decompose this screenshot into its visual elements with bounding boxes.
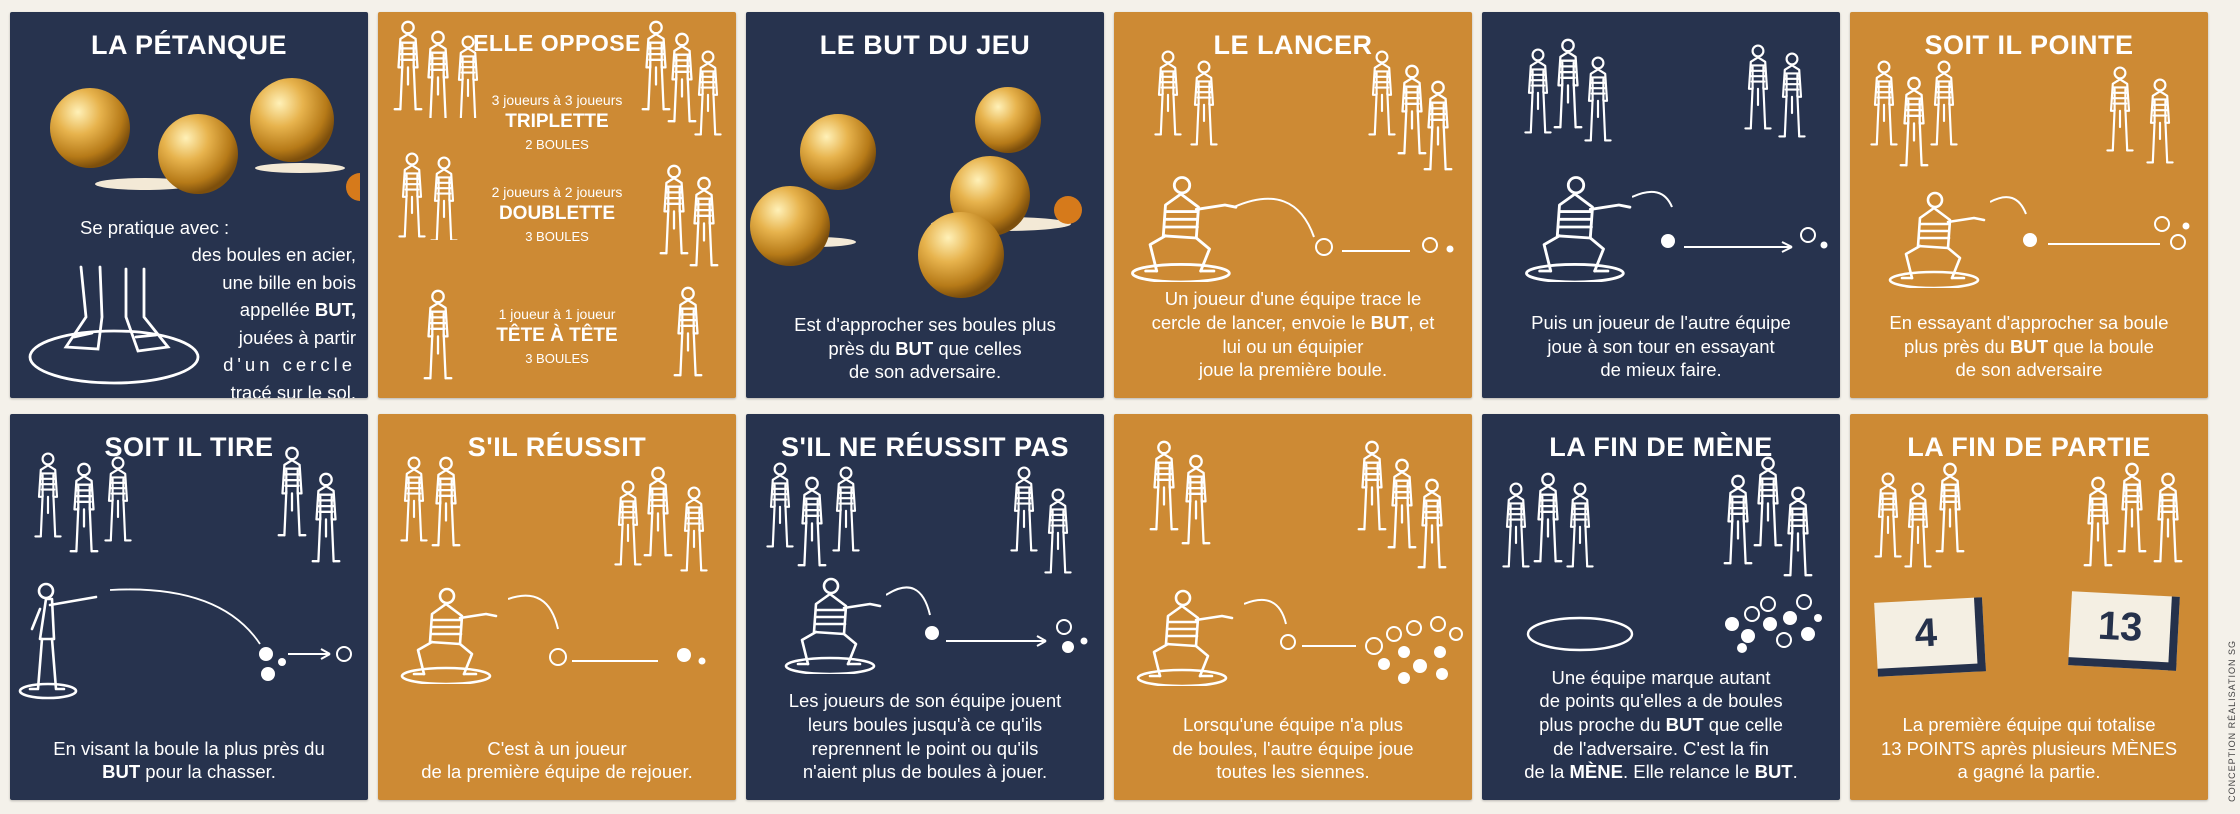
- player-figure-icon: [277, 446, 341, 563]
- player-figure-icon: [1010, 466, 1072, 574]
- boule-icon: [1990, 196, 2190, 250]
- card-elle-oppose: ELLE OPPOSE 3 joueurs à 3 joueurs TRIPLE…: [378, 12, 736, 398]
- boule-icon: [1632, 190, 1828, 253]
- card-body: Un joueur d'une équipe trace le cercle d…: [1151, 288, 1435, 381]
- card-title: SOIT IL TIRE: [104, 432, 274, 462]
- card-soit-il-pointe: SOIT IL POINTE En essayant d'approcher s…: [1850, 12, 2208, 398]
- player-figure-icon: [766, 462, 860, 567]
- card-body-right: des boules en acier, une bille en bois a…: [191, 244, 356, 398]
- boule-icon: [50, 78, 360, 201]
- player-figure-icon: [614, 466, 708, 572]
- throwing-circle-icon: [1526, 616, 1634, 652]
- card-title: LE BUT DU JEU: [819, 30, 1031, 60]
- card-autre-equipe: Puis un joueur de l'autre équipe joue à …: [1482, 12, 1840, 398]
- format-doublette: 2 joueurs à 2 joueurs DOUBLETTE 3 BOULES: [491, 184, 623, 244]
- player-figure-icon: [400, 456, 461, 547]
- player-figure-icon: [1744, 44, 1806, 138]
- card-body: Lorsqu'une équipe n'a plus de boules, l'…: [1172, 713, 1414, 783]
- card-le-lancer: LE LANCER Un joueur d'une équipe trace l…: [1114, 12, 1472, 398]
- card-le-but-du-jeu: LE BUT DU JEU Est d'approcher ses boules…: [746, 12, 1104, 398]
- boules-illustration: [50, 78, 360, 201]
- card-title: S'IL RÉUSSIT: [467, 432, 647, 462]
- format-tete-a-tete: 1 joueur à 1 joueur TÊTE À TÊTE 3 BOULES: [496, 306, 618, 366]
- card-sil-ne-reussit-pas: S'IL NE RÉUSSIT PAS Les joueurs de son é…: [746, 414, 1104, 800]
- boule-icon: [110, 588, 352, 681]
- boule-icon: [1244, 599, 1463, 684]
- boule-icon: [508, 594, 706, 666]
- player-figure-icon: [1154, 50, 1218, 146]
- boule-icon: [1234, 197, 1454, 256]
- card-sil-reussit: S'IL RÉUSSIT C'est à un joueur de la pre…: [378, 414, 736, 800]
- boule-icon: [750, 87, 1082, 298]
- card-body: Est d'approcher ses boules plus près du …: [794, 313, 1056, 383]
- card-title: LE LANCER: [1213, 30, 1373, 60]
- card-body: C'est à un joueur de la première équipe …: [421, 737, 693, 783]
- card-body: Une équipe marque autant de points qu'el…: [1524, 666, 1798, 783]
- player-figure-icon: [1524, 38, 1612, 142]
- card-title: LA FIN DE PARTIE: [1907, 432, 2151, 462]
- card-title: S'IL NE RÉUSSIT PAS: [781, 432, 1069, 462]
- card-body: En essayant d'approcher sa boule plus pr…: [1889, 311, 2169, 381]
- credit-text: CONCEPTION RÉALISATION SG: [2227, 640, 2237, 802]
- card-soit-il-tire: SOIT IL TIRE En visant la boule la plus …: [10, 414, 368, 800]
- player-figure-icon: [1723, 456, 1813, 577]
- shoes-in-circle-icon: [28, 265, 200, 385]
- card-body: Les joueurs de son équipe jouent leurs b…: [788, 690, 1062, 783]
- card-title: LA FIN DE MÈNE: [1549, 432, 1773, 462]
- player-figure-icon: [1357, 440, 1447, 569]
- score-card-left: 4: [1874, 597, 1986, 677]
- card-body: Puis un joueur de l'autre équipe joue à …: [1531, 311, 1791, 381]
- score-card-right: 13: [2068, 591, 2180, 671]
- boule-icon: [1725, 594, 1822, 653]
- card-la-fin-de-partie: LA FIN DE PARTIE 4 13 La première équipe…: [1850, 414, 2208, 800]
- player-figure-icon: [1502, 472, 1594, 568]
- card-body: La première équipe qui totalise 13 POINT…: [1880, 713, 2178, 783]
- card-title: ELLE OPPOSE: [473, 30, 641, 56]
- card-body: En visant la boule la plus près du BUT p…: [53, 737, 325, 783]
- rules-grid: LA PÉTANQUE Se pratique avec : des: [10, 12, 2210, 802]
- card-body: Se pratique avec :: [80, 217, 230, 238]
- player-figure-icon: [1870, 60, 1958, 167]
- player-figure-icon: [1149, 440, 1211, 545]
- player-figure-icon: [34, 452, 132, 553]
- player-figure-icon: [1368, 50, 1453, 171]
- format-triplette: 3 joueurs à 3 joueurs TRIPLETTE 2 BOULES: [491, 92, 623, 152]
- shooter-icon: [18, 582, 98, 700]
- card-la-fin-de-mene: LA FIN DE MÈNE Une équipe marque autant …: [1482, 414, 1840, 800]
- player-figure-icon: [2083, 462, 2183, 567]
- player-figure-icon: [1874, 462, 1965, 568]
- card-title: SOIT IL POINTE: [1924, 30, 2134, 60]
- player-figure-icon: [2106, 66, 2174, 164]
- card-autre-equipe-joue: Lorsqu'une équipe n'a plus de boules, l'…: [1114, 414, 1472, 800]
- card-la-petanque: LA PÉTANQUE Se pratique avec : des: [10, 12, 368, 398]
- card-title: LA PÉTANQUE: [90, 30, 287, 60]
- boule-icon: [886, 586, 1088, 653]
